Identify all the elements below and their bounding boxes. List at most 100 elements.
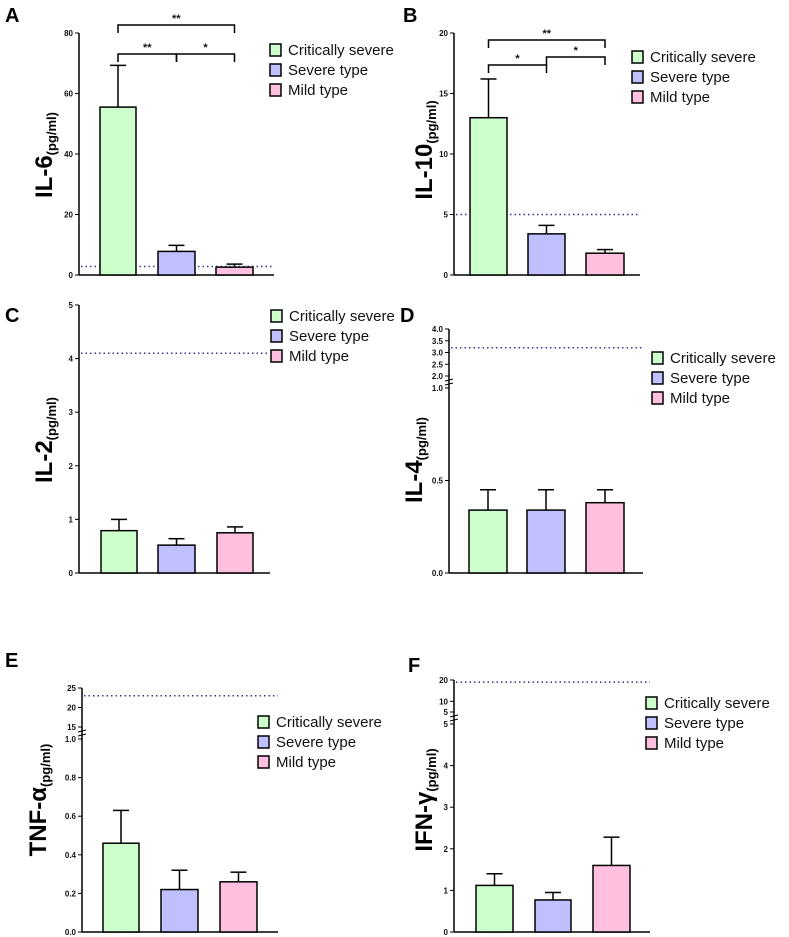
legend-swatch bbox=[645, 716, 658, 730]
legend-label: Mild type bbox=[664, 735, 724, 752]
y-tick-label: 5 bbox=[444, 720, 449, 729]
axis-break-mark bbox=[449, 718, 459, 722]
y-axis-title: IL-6 bbox=[31, 155, 58, 198]
y-axis-title: IL-2 bbox=[31, 440, 58, 483]
y-tick-label: 5 bbox=[444, 211, 449, 220]
y-tick-label: 0.2 bbox=[65, 889, 77, 898]
y-tick-label: 0.5 bbox=[432, 477, 444, 486]
axis-break-mark bbox=[77, 733, 87, 737]
significance-bracket bbox=[175, 53, 236, 62]
y-tick-label: 0.8 bbox=[65, 774, 77, 783]
legend-label: Critically severe bbox=[664, 695, 770, 712]
y-tick-label: 2.0 bbox=[432, 372, 444, 381]
significance-label: * bbox=[203, 42, 208, 54]
panel-letter: D bbox=[400, 305, 414, 327]
bar-mild-type bbox=[585, 501, 625, 574]
bar-critically-severe bbox=[475, 884, 514, 933]
bar-mild-type bbox=[216, 532, 254, 574]
legend-swatch bbox=[651, 371, 664, 385]
y-axis-unit: (pg/ml) bbox=[44, 112, 59, 155]
y-tick-label: 3.0 bbox=[432, 349, 444, 358]
significance-label: ** bbox=[172, 13, 181, 25]
legend-label: Critically severe bbox=[276, 714, 382, 731]
y-tick-label: 0 bbox=[444, 928, 449, 937]
legend-label: Mild type bbox=[650, 89, 710, 106]
y-tick-label: 10 bbox=[439, 150, 448, 159]
bar-critically-severe bbox=[468, 509, 508, 574]
bar-severe-type bbox=[526, 509, 566, 574]
y-tick-label: 0.4 bbox=[65, 851, 77, 860]
legend-label: Critically severe bbox=[650, 49, 756, 66]
y-axis-title: IFN-γ bbox=[411, 791, 438, 852]
significance-label: ** bbox=[143, 42, 152, 54]
significance-bracket bbox=[117, 24, 236, 33]
legend-label: Critically severe bbox=[670, 350, 776, 367]
legend-label: Severe type bbox=[670, 370, 750, 387]
y-axis-title: TNF-α bbox=[25, 787, 52, 857]
y-tick-label: 20 bbox=[439, 676, 448, 685]
bar-mild-type bbox=[592, 864, 631, 933]
y-tick-label: 2.5 bbox=[432, 360, 444, 369]
y-tick-label: 20 bbox=[67, 704, 76, 713]
y-tick-label: 40 bbox=[64, 150, 73, 159]
legend-label: Mild type bbox=[670, 390, 730, 407]
legend-swatch bbox=[645, 696, 658, 710]
y-axis-label: IL-10(pg/ml) bbox=[411, 100, 439, 199]
legend-label: Mild type bbox=[289, 348, 349, 365]
y-axis-label: IL-6(pg/ml) bbox=[31, 112, 59, 198]
y-tick-label: 0 bbox=[444, 271, 449, 280]
legend-swatch bbox=[269, 43, 282, 57]
y-axis-unit: (pg/ml) bbox=[38, 744, 53, 787]
significance-bracket bbox=[487, 39, 606, 48]
legend-swatch bbox=[270, 349, 283, 363]
legend-label: Critically severe bbox=[289, 308, 395, 325]
axis-break-mark bbox=[77, 729, 87, 733]
y-tick-label: 1 bbox=[444, 886, 449, 895]
legend-swatch bbox=[257, 735, 270, 749]
axis-break-mark bbox=[449, 714, 459, 718]
legend-swatch bbox=[269, 83, 282, 97]
y-tick-label: 1.0 bbox=[65, 735, 77, 744]
y-tick-label: 80 bbox=[64, 29, 73, 38]
y-axis-label: IL-2(pg/ml) bbox=[31, 397, 59, 483]
bar-critically-severe bbox=[100, 529, 138, 574]
y-tick-label: 2 bbox=[69, 462, 74, 471]
legend-label: Severe type bbox=[289, 328, 369, 345]
bar-severe-type bbox=[160, 888, 199, 933]
y-tick-label: 4 bbox=[69, 355, 74, 364]
y-tick-label: 3 bbox=[69, 408, 74, 417]
y-axis-unit: (pg/ml) bbox=[44, 397, 59, 440]
y-axis-unit: (pg/ml) bbox=[424, 100, 439, 143]
bar-mild-type bbox=[585, 252, 625, 276]
bar-critically-severe bbox=[102, 842, 140, 933]
y-tick-label: 10 bbox=[439, 697, 448, 706]
y-tick-label: 25 bbox=[67, 684, 76, 693]
y-tick-label: 1 bbox=[69, 515, 74, 524]
legend-swatch bbox=[631, 70, 644, 84]
panel-letter: E bbox=[5, 650, 18, 672]
y-tick-label: 0.0 bbox=[432, 569, 444, 578]
panel-e: E TNF-α(pg/ml) 0.0 0.2 0.4 0.6 0.8 1.0 15 20 25 Cri… bbox=[5, 650, 382, 937]
significance-bracket bbox=[117, 53, 178, 62]
y-axis-title: IL-10 bbox=[411, 144, 438, 200]
legend-swatch bbox=[257, 715, 270, 729]
y-tick-label: 0.0 bbox=[65, 928, 77, 937]
y-tick-label: 5 bbox=[444, 708, 449, 717]
y-tick-label: 5 bbox=[69, 301, 74, 310]
bar-severe-type bbox=[527, 233, 566, 276]
panel-letter: F bbox=[408, 655, 420, 677]
bar-critically-severe bbox=[99, 106, 137, 276]
legend-label: Severe type bbox=[650, 69, 730, 86]
y-tick-label: 3.5 bbox=[432, 337, 444, 346]
bar-severe-type bbox=[534, 899, 572, 933]
legend-label: Severe type bbox=[664, 715, 744, 732]
panel-d: D IL-4(pg/ml) 0.0 0.5 1.0 2.0 2.5 3.0 3.5 4.0 Crit… bbox=[400, 305, 776, 578]
legend-swatch bbox=[269, 63, 282, 77]
y-tick-label: 20 bbox=[439, 29, 448, 38]
y-axis-label: IFN-γ(pg/ml) bbox=[411, 748, 439, 851]
y-axis-title: IL-4 bbox=[401, 460, 428, 503]
y-tick-label: 4 bbox=[444, 762, 449, 771]
